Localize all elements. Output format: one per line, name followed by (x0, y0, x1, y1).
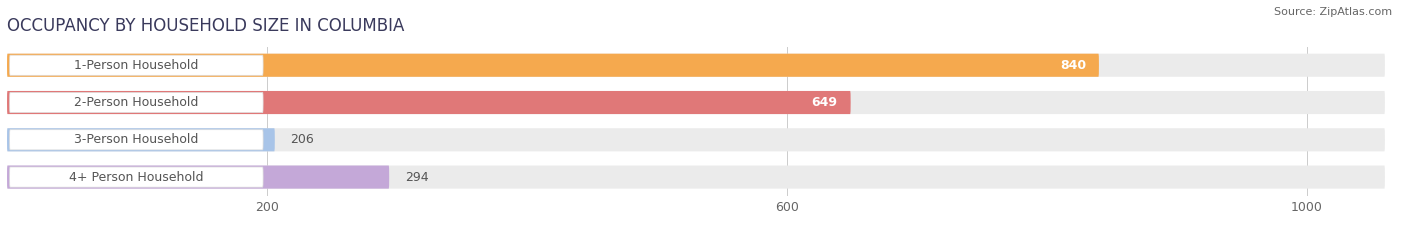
Text: 3-Person Household: 3-Person Household (75, 133, 198, 146)
FancyBboxPatch shape (7, 91, 1385, 114)
Text: 649: 649 (811, 96, 838, 109)
FancyBboxPatch shape (7, 128, 274, 151)
FancyBboxPatch shape (7, 165, 389, 189)
FancyBboxPatch shape (10, 93, 263, 113)
Text: OCCUPANCY BY HOUSEHOLD SIZE IN COLUMBIA: OCCUPANCY BY HOUSEHOLD SIZE IN COLUMBIA (7, 17, 405, 35)
FancyBboxPatch shape (10, 167, 263, 187)
FancyBboxPatch shape (10, 130, 263, 150)
FancyBboxPatch shape (7, 91, 851, 114)
Text: 2-Person Household: 2-Person Household (75, 96, 198, 109)
FancyBboxPatch shape (10, 55, 263, 75)
Text: 206: 206 (291, 133, 314, 146)
Text: 294: 294 (405, 171, 429, 184)
Text: 1-Person Household: 1-Person Household (75, 59, 198, 72)
Text: 4+ Person Household: 4+ Person Household (69, 171, 204, 184)
FancyBboxPatch shape (7, 54, 1385, 77)
FancyBboxPatch shape (7, 165, 1385, 189)
FancyBboxPatch shape (7, 128, 1385, 151)
Text: 840: 840 (1060, 59, 1085, 72)
Text: Source: ZipAtlas.com: Source: ZipAtlas.com (1274, 7, 1392, 17)
FancyBboxPatch shape (7, 54, 1099, 77)
